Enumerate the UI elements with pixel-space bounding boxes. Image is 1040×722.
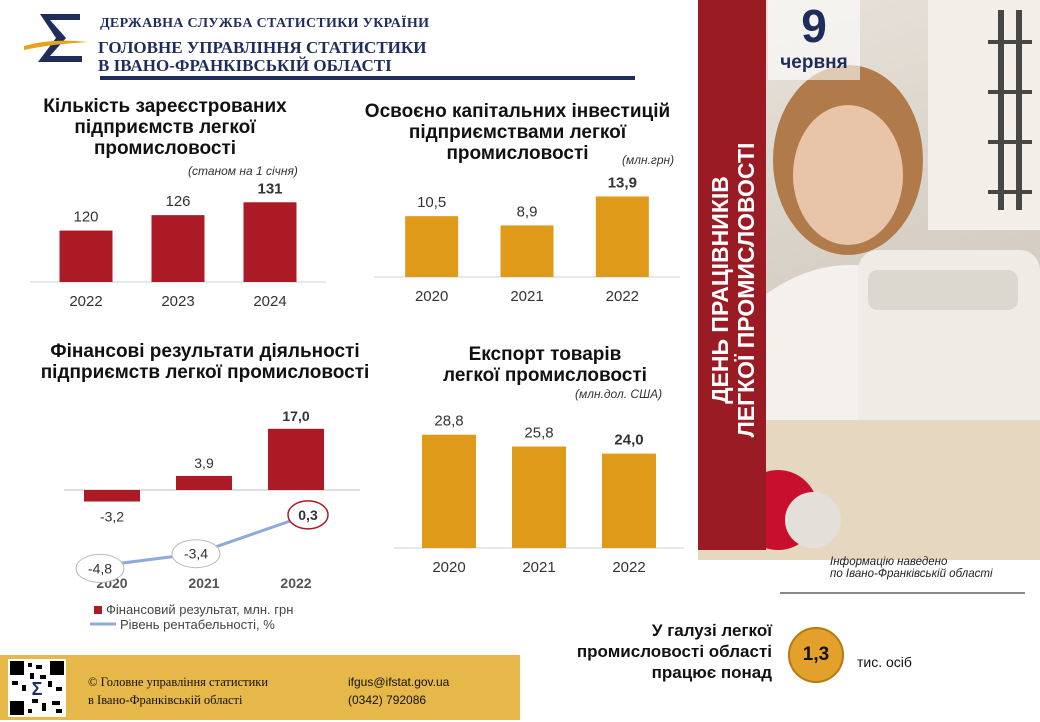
employment-line: працює понад <box>651 663 772 682</box>
title-line: промисловості <box>93 138 237 159</box>
chart-export-unit: (млн.дол. США) <box>575 387 663 401</box>
line-point-label: 0,3 <box>298 507 318 523</box>
data-label: -3,2 <box>100 509 124 525</box>
header: ДЕРЖАВНА СЛУЖБА СТАТИСТИКИ УКРАЇНИ ГОЛОВ… <box>0 0 640 82</box>
bar <box>151 215 205 282</box>
x-tick-label: 2021 <box>188 575 219 591</box>
employment-text: У галузі легкої промисловості області пр… <box>520 620 772 683</box>
footer-copyright-line: в Івано-Франківській області <box>88 693 243 707</box>
title-line: підприємствами легкої <box>408 122 627 143</box>
data-label: 28,8 <box>434 413 463 430</box>
bar <box>602 453 656 548</box>
chart-export: 28,8 2020 25,8 2021 24,0 2022 <box>394 413 684 576</box>
bar <box>512 446 566 548</box>
banner-text-line2: ЛЕГКОЇ ПРОМИСЛОВОСТІ <box>733 143 759 438</box>
bar <box>84 490 140 502</box>
header-divider <box>100 76 635 80</box>
org-name: ДЕРЖАВНА СЛУЖБА СТАТИСТИКИ УКРАЇНИ <box>100 16 430 31</box>
data-label: 13,9 <box>608 174 637 191</box>
chart-enterprises-unit: (станом на 1 січня) <box>188 164 298 178</box>
footer-email[interactable]: ifgus@ifstat.gov.ua <box>348 675 450 689</box>
title-line: промисловості <box>446 143 589 164</box>
employment-line: У галузі легкої <box>651 621 772 640</box>
x-tick-label: 2020 <box>415 288 448 305</box>
chart-investments-title: Освоєно капітальних інвестицій підприємс… <box>350 101 685 164</box>
x-tick-label: 2020 <box>432 559 465 576</box>
dept-name-line2: В ІВАНО-ФРАНКІВСЬКІЙ ОБЛАСТІ <box>98 56 392 75</box>
chart-financial-title: Фінансові результати діяльності підприєм… <box>20 341 390 383</box>
x-tick-label: 2021 <box>522 559 555 576</box>
bar <box>243 202 297 282</box>
bar <box>500 225 554 277</box>
bar <box>176 475 232 490</box>
footer-phone: (0342) 792086 <box>348 693 427 707</box>
data-label: 3,9 <box>194 455 214 471</box>
data-label: 10,5 <box>417 194 446 211</box>
title-line: Фінансові результати діяльності <box>50 341 360 362</box>
x-tick-label: 2022 <box>280 575 311 591</box>
title-line: підприємств легкої промисловості <box>40 362 370 383</box>
title-line: Кількість зареєстрованих <box>43 96 287 117</box>
info-divider <box>780 592 1025 594</box>
data-label: 24,0 <box>614 432 643 449</box>
info-note: Інформацію наведено по Івано-Франківські… <box>830 556 1030 580</box>
legend-label: Рівень рентабельності, % <box>120 617 275 632</box>
info-note-line: по Івано-Франківській області <box>830 568 993 580</box>
qr-code-icon: Σ <box>8 659 66 717</box>
title-line: Освоєно капітальних інвестицій <box>364 101 671 122</box>
footer-contacts: ifgus@ifstat.gov.ua (0342) 792086 <box>348 673 449 709</box>
line-point-label-bubble <box>171 539 221 569</box>
line-point-label: -4,8 <box>88 560 112 576</box>
employment-value: 1,3 <box>802 644 830 665</box>
title-line: легкої промисловості <box>443 365 647 386</box>
chart-export-title: Експорт товарів легкої промисловості <box>400 344 690 386</box>
bar <box>405 216 459 277</box>
date-badge: 9 червня <box>768 0 860 80</box>
data-label: 126 <box>165 193 190 210</box>
x-tick-label: 2022 <box>606 288 639 305</box>
bar <box>595 196 649 277</box>
svg-text:Σ: Σ <box>32 679 43 699</box>
data-label: 25,8 <box>524 425 553 442</box>
footer-copyright: © Головне управління статистики в Івано-… <box>88 673 268 709</box>
employment-value-badge: 1,3 <box>788 627 844 683</box>
employment-unit: тис. осіб <box>857 654 912 670</box>
legend-label: Фінансовий результат, млн. грн <box>106 602 293 617</box>
logo-icon <box>22 8 92 68</box>
chart-enterprises-title: Кількість зареєстрованих підприємств лег… <box>20 96 310 159</box>
line-point-label: -3,4 <box>184 546 208 562</box>
bar <box>59 230 113 282</box>
x-tick-label: 2021 <box>510 288 543 305</box>
date-day: 9 <box>801 0 827 52</box>
bar <box>422 434 476 548</box>
chart-enterprises: 120 2022 126 2023 131 2024 <box>30 180 326 310</box>
x-tick-label: 2024 <box>253 293 286 310</box>
bar <box>268 428 324 490</box>
line-point-label-bubble <box>75 553 125 583</box>
data-label: 131 <box>257 180 282 197</box>
dept-name-line1: ГОЛОВНЕ УПРАВЛІННЯ СТАТИСТИКИ <box>98 38 427 57</box>
data-label: 8,9 <box>517 203 538 220</box>
chart-investments-unit: (млн.грн) <box>622 153 675 167</box>
data-label: 17,0 <box>282 408 309 424</box>
line-point-label-bubble <box>287 500 329 530</box>
footer: Σ © Головне управління статистики в Іван… <box>0 655 520 720</box>
chart-investments: 10,5 2020 8,9 2021 13,9 2022 <box>374 174 680 305</box>
holiday-banner: ДЕНЬ ПРАЦІВНИКІВ ЛЕГКОЇ ПРОМИСЛОВОСТІ <box>698 0 766 550</box>
info-note-line: Інформацію наведено <box>830 556 948 568</box>
legend-swatch-bar <box>94 606 102 614</box>
x-tick-label: 2023 <box>161 293 194 310</box>
title-line: підприємств легкої <box>74 117 256 138</box>
chart-financial: -3,220203,9202117,02022-4,8-3,40,3Фінанс… <box>64 408 360 632</box>
x-tick-label: 2022 <box>612 559 645 576</box>
data-label: 120 <box>73 209 98 226</box>
footer-copyright-line: © Головне управління статистики <box>88 675 269 689</box>
title-line: Експорт товарів <box>468 344 622 365</box>
x-tick-label: 2022 <box>69 293 102 310</box>
banner-text-line1: ДЕНЬ ПРАЦІВНИКІВ <box>707 176 733 404</box>
employment-line: промисловості області <box>576 642 772 661</box>
date-month: червня <box>780 52 848 73</box>
